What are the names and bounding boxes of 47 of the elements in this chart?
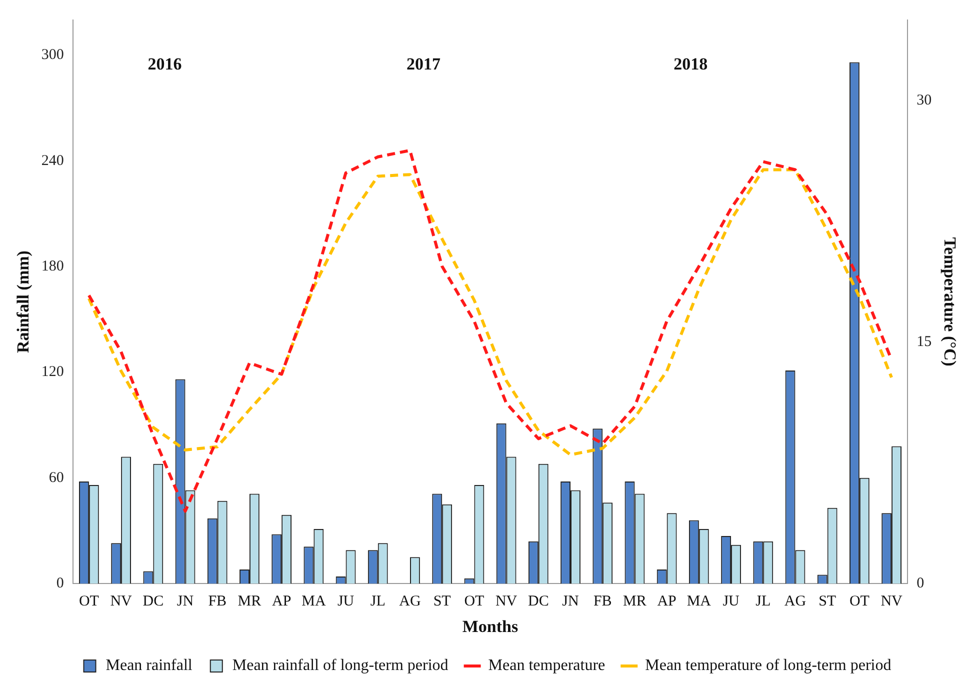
- x-tick-label: AP: [272, 594, 292, 610]
- x-tick-label: AG: [399, 594, 421, 610]
- y2-axis-title: Temperature (°C): [940, 237, 960, 366]
- x-tick-label: FB: [593, 594, 612, 610]
- line-series: [87, 168, 894, 456]
- y-axis-title: Rainfall (mm): [14, 250, 33, 354]
- line-series: [87, 148, 894, 513]
- x-tick-label: NV: [495, 594, 518, 610]
- annotation: 2016: [148, 54, 182, 74]
- x-tick-label: OT: [464, 594, 484, 610]
- x-tick-label: OT: [849, 594, 870, 610]
- x-tick-label: JL: [756, 594, 771, 610]
- x-tick-label: DC: [142, 594, 164, 610]
- x-tick-label: DC: [528, 594, 549, 610]
- x-tick-label: FB: [208, 594, 227, 610]
- x-tick-label: JN: [562, 594, 580, 610]
- legend-label: Mean temperature of long-term period: [645, 657, 892, 674]
- x-tick-label: AP: [657, 594, 676, 610]
- x-tick-label: MR: [623, 594, 646, 610]
- x-tick-label: JL: [370, 594, 386, 610]
- x-axis-title: Months: [462, 617, 518, 636]
- legend-label: Mean temperature: [488, 657, 606, 674]
- annotation: 2017: [406, 54, 441, 74]
- x-tick-label: MA: [686, 594, 712, 610]
- x-tick-label: JU: [722, 594, 740, 610]
- y-tick-label: 240: [41, 152, 64, 169]
- y-tick-label: 300: [41, 47, 64, 64]
- y-tick-label: 180: [41, 258, 64, 275]
- y2-tick-label: 30: [916, 92, 932, 108]
- y-tick-label: 0: [56, 576, 64, 592]
- x-tick-label: AG: [784, 594, 806, 610]
- y-tick-label: 120: [41, 364, 64, 380]
- annotation: 2018: [674, 54, 708, 74]
- y2-tick-label: 15: [916, 334, 932, 350]
- x-tick-label: MR: [238, 594, 262, 610]
- x-tick-label: JN: [176, 594, 194, 610]
- legend-label: Mean rainfall of long-term period: [232, 657, 448, 674]
- x-tick-label: NV: [110, 594, 132, 610]
- x-tick-label: MA: [302, 594, 326, 610]
- y2-tick-label: 0: [916, 576, 924, 592]
- x-tick-label: JU: [337, 594, 354, 610]
- x-tick-label: NV: [880, 594, 903, 610]
- x-tick-label: ST: [818, 594, 836, 610]
- x-tick-label: ST: [433, 594, 451, 610]
- legend-label: Mean rainfall: [106, 657, 193, 674]
- x-tick-label: OT: [78, 594, 99, 610]
- y-tick-label: 60: [48, 470, 64, 486]
